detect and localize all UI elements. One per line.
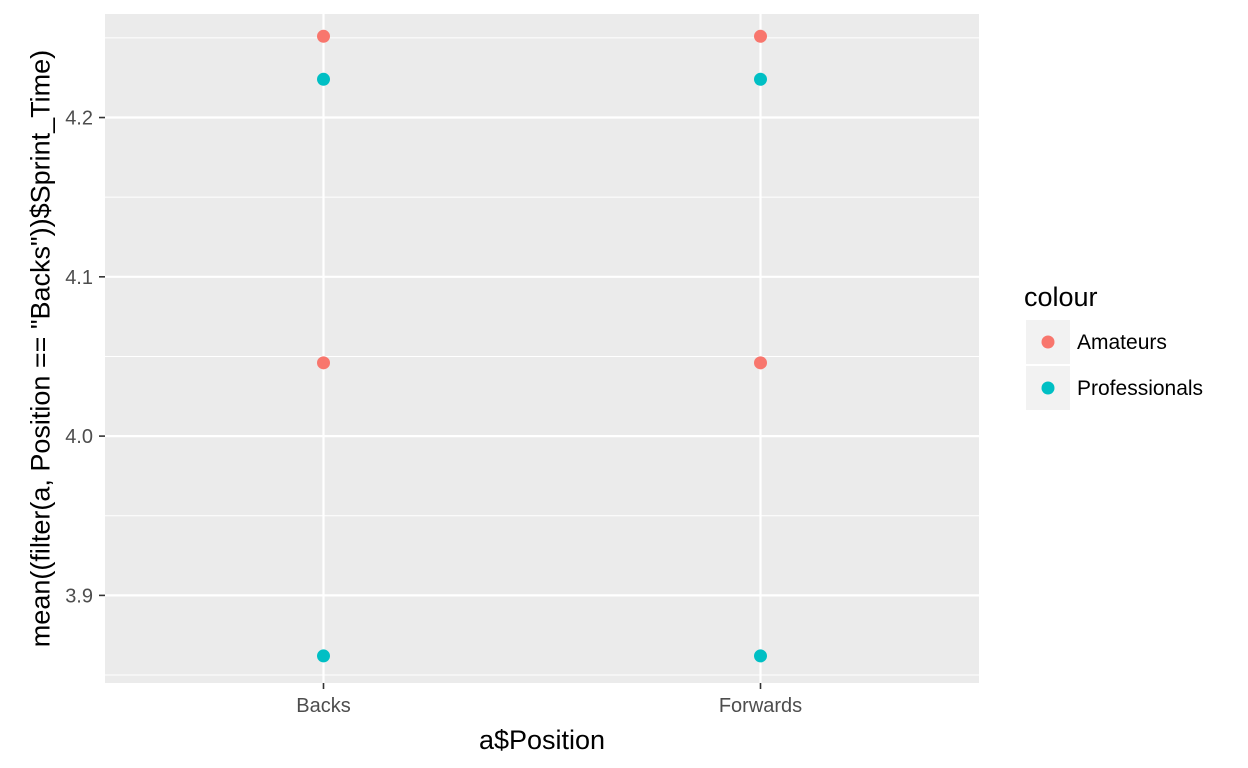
y-tick-label: 3.9: [65, 585, 93, 607]
data-point: [317, 72, 330, 86]
data-point: [754, 649, 767, 663]
legend-label: Amateurs: [1077, 331, 1167, 354]
plot-panel: [105, 14, 979, 683]
data-point: [317, 29, 330, 43]
minor-gridlines: [105, 37, 979, 676]
data-point: [754, 356, 767, 370]
x-axis-ticks: Backs Forwards: [296, 683, 802, 717]
data-point: [317, 649, 330, 663]
major-gridlines: [105, 14, 979, 683]
y-tick-label: 4.1: [65, 267, 93, 289]
y-tick-label: 4.2: [65, 108, 93, 130]
data-point: [754, 29, 767, 43]
legend: colour Amateurs Professionals: [1024, 282, 1203, 410]
y-axis-title: mean((filter(a, Position == "Backs"))$Sp…: [25, 50, 55, 647]
y-tick-label: 4.0: [65, 426, 93, 448]
x-tick-label: Forwards: [719, 695, 802, 717]
data-point: [754, 72, 767, 86]
legend-label: Professionals: [1077, 377, 1203, 400]
x-tick-label: Backs: [296, 695, 350, 717]
y-axis-ticks: 3.9 4.0 4.1 4.2: [65, 108, 105, 607]
legend-swatch: [1041, 381, 1055, 395]
x-axis-title: a$Position: [479, 725, 605, 755]
legend-swatch: [1041, 335, 1055, 349]
legend-title: colour: [1024, 282, 1098, 312]
data-points: [317, 29, 767, 663]
data-point: [317, 356, 330, 370]
